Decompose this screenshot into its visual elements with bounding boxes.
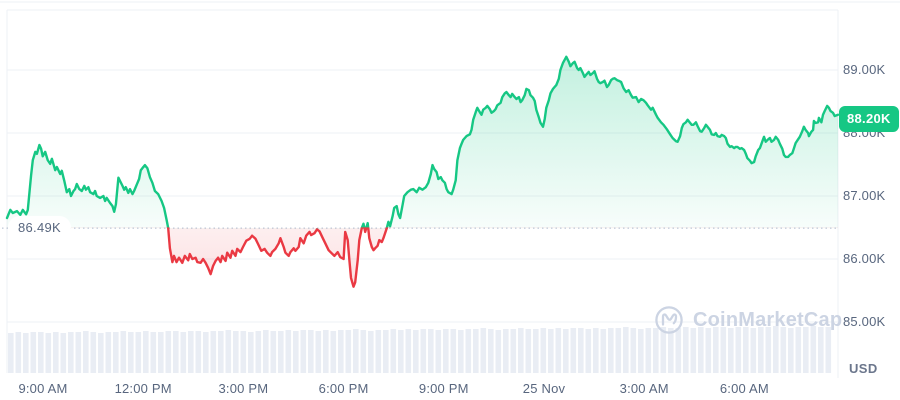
- y-axis-label: 89.00K: [843, 62, 886, 77]
- green-area-fill: [7, 56, 838, 229]
- red-area-fill: [7, 227, 838, 287]
- x-axis-label: 9:00 AM: [18, 381, 68, 396]
- y-axis-label: 86.00K: [843, 251, 886, 266]
- x-axis-label: 12:00 PM: [114, 381, 172, 396]
- coinmarketcap-watermark: CoinMarketCap: [654, 305, 842, 335]
- x-axis-label: 6:00 PM: [318, 381, 369, 396]
- volume-bars: [8, 326, 832, 373]
- baseline-price-label: 86.49K: [8, 216, 72, 239]
- x-axis-label: 3:00 AM: [619, 381, 669, 396]
- x-axis-label: 6:00 AM: [719, 381, 769, 396]
- watermark-text: CoinMarketCap: [693, 308, 843, 331]
- x-axis-label: 9:00 PM: [418, 381, 469, 396]
- usd-unit-label: USD: [849, 361, 878, 376]
- current-price-badge: 88.20K: [839, 106, 899, 133]
- y-axis-label: 85.00K: [843, 314, 886, 329]
- y-axis-label: 87.00K: [843, 188, 886, 203]
- x-axis-label: 25 Nov: [522, 381, 566, 396]
- price-line-above-baseline: [5, 55, 840, 229]
- x-axis-label: 3:00 PM: [218, 381, 269, 396]
- coinmarketcap-logo-icon: [654, 305, 684, 335]
